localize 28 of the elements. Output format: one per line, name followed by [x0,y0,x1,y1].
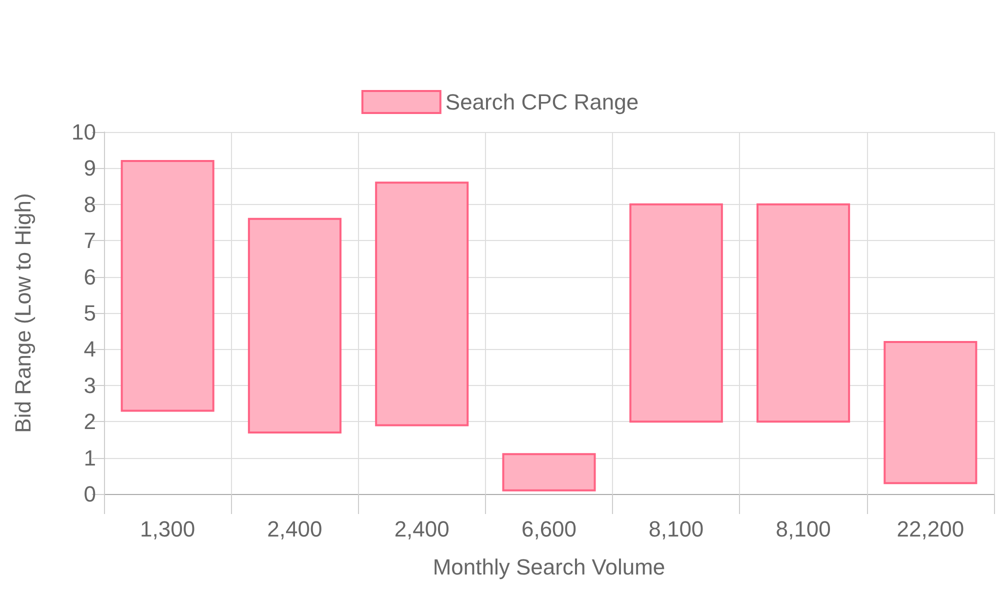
x-tick-label: 8,100 [776,516,831,542]
x-tick-label: 2,400 [394,516,450,542]
y-tick-label: 3 [84,372,96,398]
y-tick-label: 5 [84,300,96,326]
bar [756,203,850,423]
y-tick-label: 7 [84,228,96,254]
y-tick-label: 1 [84,445,96,470]
legend-label: Search CPC Range [445,90,639,114]
y-tick-label: 4 [84,336,96,362]
y-tick-label: 2 [84,409,96,434]
y-tick-label: 0 [84,482,96,506]
bar [120,160,214,412]
bar [884,340,978,484]
bar [375,182,469,426]
y-tick-label: 8 [84,192,96,217]
x-tick-label: 2,400 [267,516,322,542]
bar [629,203,723,423]
y-tick-label: 10 [72,120,96,144]
x-tick-label: 8,100 [648,516,704,542]
bar [248,218,342,434]
y-axis-title: Bid Range (Low to High) [10,193,36,433]
x-tick-label: 22,200 [896,516,964,542]
y-tick-label: 9 [84,156,96,181]
x-tick-label: 1,300 [140,516,196,542]
x-axis-title: Monthly Search Volume [432,554,666,580]
x-tick-label: 6,600 [521,516,577,542]
bar [502,453,596,492]
y-tick-label: 6 [84,264,96,290]
